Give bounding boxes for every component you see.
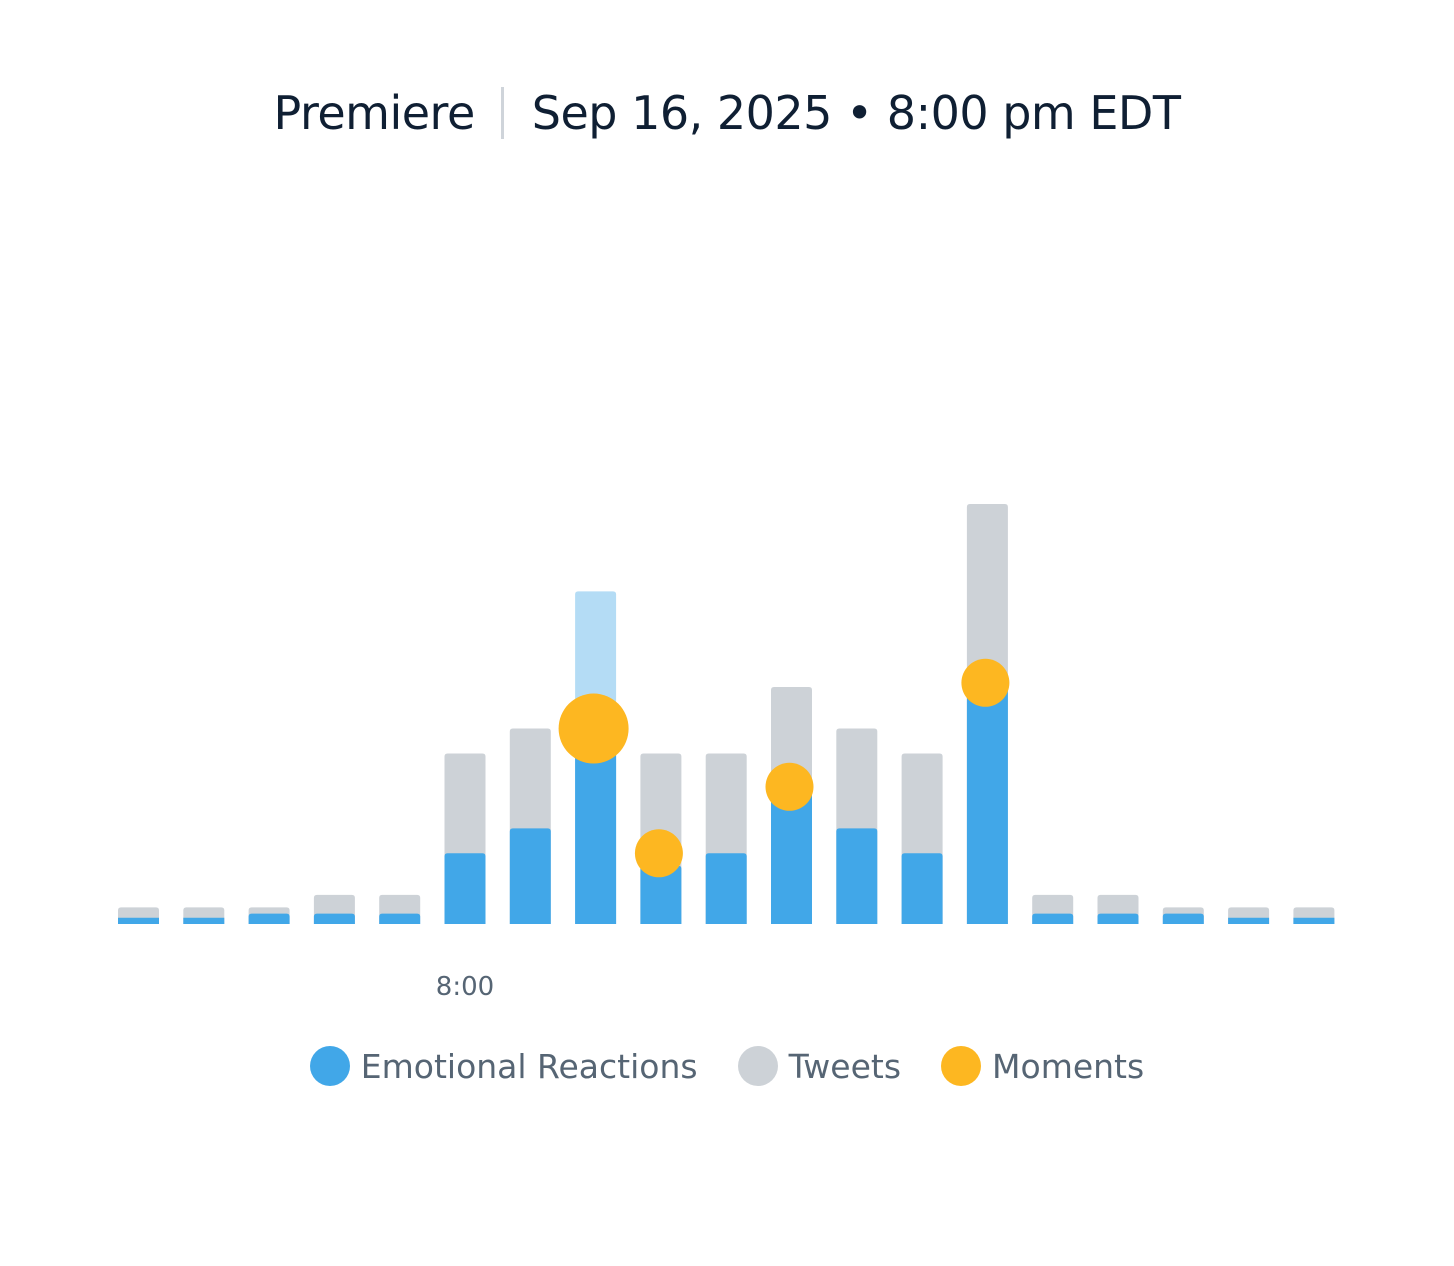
legend-label-tweets: Tweets	[788, 1046, 902, 1086]
event-datetime: Sep 16, 2025 • 8:00 pm EDT	[531, 86, 1181, 140]
event-label: Premiere	[273, 86, 476, 140]
emotional-reactions-bar[interactable]	[966, 686, 1008, 924]
chart-legend: Emotional Reactions Tweets Moments	[0, 1046, 1454, 1086]
emotional-reactions-bar[interactable]	[771, 790, 812, 924]
emotional-reactions-bar[interactable]	[705, 853, 747, 924]
bars-group	[118, 504, 1335, 924]
emotional-reactions-bar[interactable]	[640, 865, 682, 924]
legend-dot-tweets	[737, 1046, 778, 1086]
moment-marker[interactable]	[961, 658, 1010, 707]
legend-dot-emotional-reactions	[309, 1046, 350, 1086]
emotional-reactions-bar[interactable]	[183, 917, 225, 924]
emotional-reactions-bar[interactable]	[379, 913, 421, 924]
emotional-reactions-bar[interactable]	[313, 913, 355, 924]
legend-dot-moments	[941, 1046, 982, 1086]
emotional-reactions-bar[interactable]	[836, 828, 878, 924]
legend-label-emotional-reactions: Emotional Reactions	[360, 1046, 698, 1086]
emotional-reactions-bar[interactable]	[1293, 917, 1335, 924]
legend-item-tweets[interactable]: Tweets	[737, 1046, 902, 1086]
emotional-reactions-bar[interactable]	[1162, 913, 1204, 924]
moment-marker[interactable]	[558, 693, 629, 764]
x-tick-label: 8:00	[436, 972, 494, 1002]
moment-marker[interactable]	[765, 762, 814, 811]
emotional-reactions-bar[interactable]	[1032, 913, 1074, 924]
legend-label-moments: Moments	[992, 1046, 1145, 1086]
emotional-reactions-bar[interactable]	[509, 828, 551, 924]
moment-marker[interactable]	[634, 829, 683, 878]
emotional-reactions-bar[interactable]	[1228, 917, 1270, 924]
emotional-reactions-bar[interactable]	[575, 745, 617, 924]
chart-header: Premiere Sep 16, 2025 • 8:00 pm EDT	[0, 78, 1454, 148]
legend-item-emotional-reactions[interactable]: Emotional Reactions	[309, 1046, 698, 1086]
header-divider	[500, 87, 504, 139]
emotional-reactions-bar[interactable]	[444, 853, 486, 924]
emotional-reactions-bar[interactable]	[901, 853, 943, 924]
emotional-reactions-bar[interactable]	[118, 917, 159, 924]
moments-group	[558, 658, 1010, 878]
emotional-reactions-bar[interactable]	[248, 913, 290, 924]
emotional-reactions-bar[interactable]	[1097, 913, 1139, 924]
legend-item-moments[interactable]: Moments	[941, 1046, 1144, 1086]
